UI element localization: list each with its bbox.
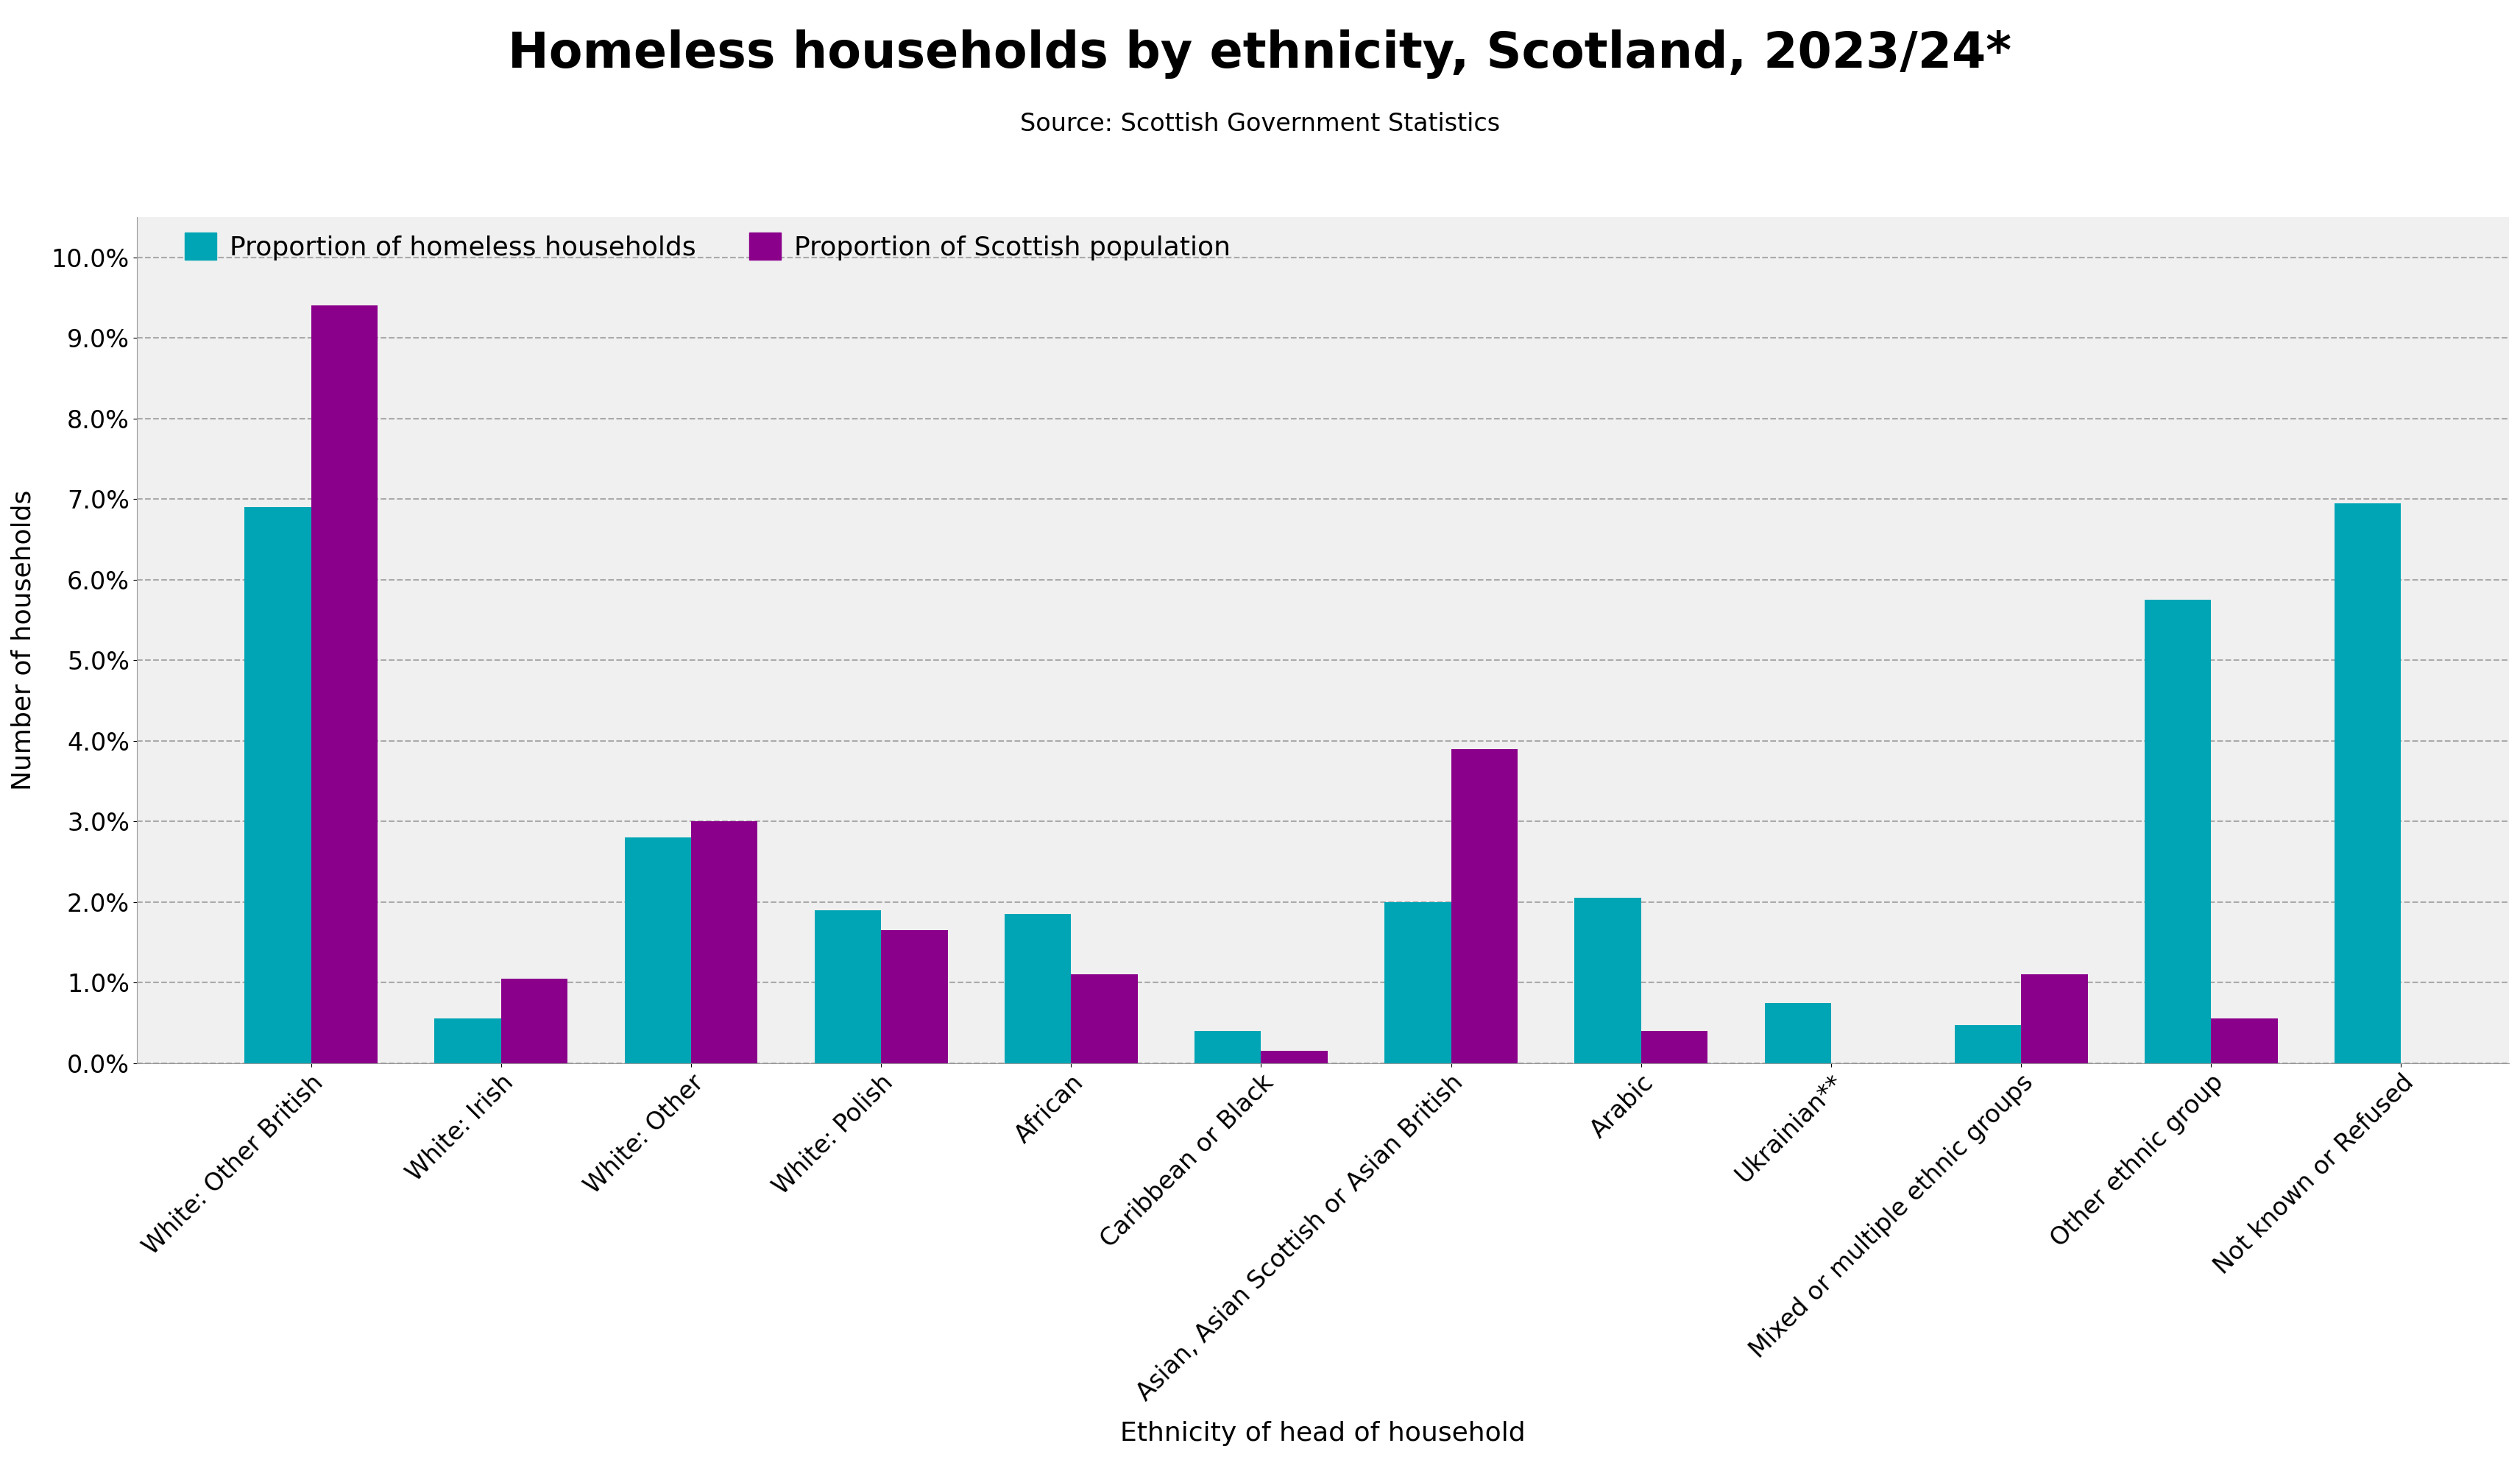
Bar bbox=[244, 507, 310, 1064]
Bar bbox=[433, 1018, 501, 1064]
Bar bbox=[2210, 1018, 2278, 1064]
Text: Source: Scottish Government Statistics: Source: Scottish Government Statistics bbox=[1021, 112, 1499, 136]
Bar bbox=[1260, 1050, 1328, 1064]
Bar bbox=[625, 838, 690, 1064]
Bar bbox=[2021, 975, 2087, 1064]
Bar bbox=[814, 911, 882, 1064]
Bar bbox=[1383, 902, 1452, 1064]
Bar bbox=[2145, 600, 2210, 1064]
Bar bbox=[1071, 975, 1137, 1064]
Bar bbox=[690, 822, 759, 1064]
Bar bbox=[1575, 898, 1641, 1064]
Bar bbox=[1641, 1032, 1709, 1064]
Legend: Proportion of homeless households, Proportion of Scottish population: Proportion of homeless households, Propo… bbox=[174, 221, 1242, 271]
Bar bbox=[1956, 1026, 2021, 1064]
Bar bbox=[310, 306, 378, 1064]
Bar bbox=[501, 979, 567, 1064]
Text: Homeless households by ethnicity, Scotland, 2023/24*: Homeless households by ethnicity, Scotla… bbox=[509, 29, 2011, 79]
Y-axis label: Number of households: Number of households bbox=[10, 490, 35, 790]
X-axis label: Ethnicity of head of household: Ethnicity of head of household bbox=[1121, 1421, 1525, 1445]
Bar bbox=[2334, 503, 2402, 1064]
Bar bbox=[1194, 1032, 1260, 1064]
Bar bbox=[1452, 749, 1517, 1064]
Bar bbox=[1005, 914, 1071, 1064]
Bar bbox=[882, 930, 948, 1064]
Bar bbox=[1764, 1002, 1832, 1064]
